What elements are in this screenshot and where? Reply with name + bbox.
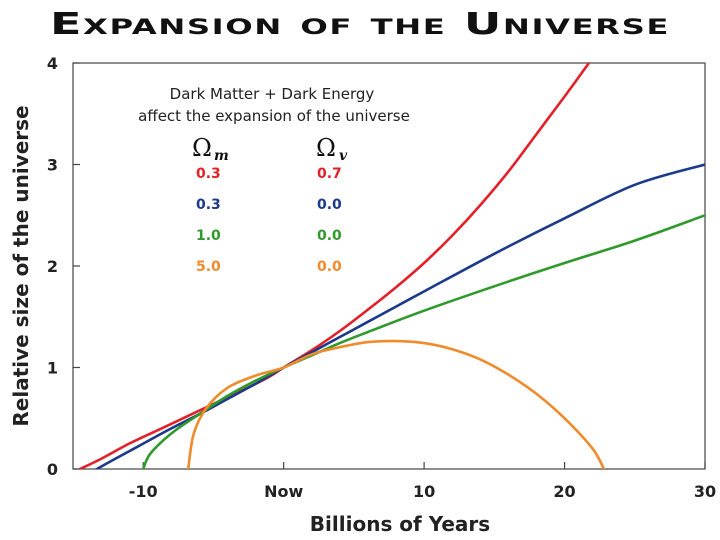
omega-v-value: 0.0 — [317, 197, 342, 213]
chart-title-text: Expansion of the Universe — [50, 7, 670, 42]
omega-v-value: 0.0 — [317, 228, 342, 244]
x-tick-label: 20 — [553, 482, 575, 501]
x-tick-label: 30 — [694, 482, 716, 501]
omega-m-value: 0.3 — [196, 197, 221, 213]
annotation-line-2: affect the expansion of the universe — [138, 107, 410, 125]
omega-table: 0.3 0.7 0.3 0.0 1.0 0.0 5.0 0.0 — [196, 166, 342, 275]
omega-m-symbol: Ω — [192, 134, 212, 162]
omega-m-header: Ω m — [192, 134, 229, 164]
y-axis-label: Relative size of the universe — [9, 105, 33, 426]
omega-m-value: 5.0 — [196, 259, 221, 275]
x-axis: -10 Now 10 20 30 — [129, 462, 716, 501]
y-tick-label: 0 — [47, 460, 58, 479]
omega-m-subscript: m — [214, 148, 229, 164]
y-axis: 0 1 2 3 4 — [47, 54, 80, 479]
y-tick-label: 4 — [47, 54, 58, 73]
x-tick-label: -10 — [129, 482, 158, 501]
chart-title: Expansion of the Universe — [50, 7, 670, 42]
omega-v-subscript: v — [339, 148, 348, 164]
omega-v-symbol: Ω — [316, 134, 336, 162]
y-tick-label: 3 — [47, 156, 58, 175]
omega-v-value: 0.7 — [317, 166, 342, 182]
y-tick-label: 2 — [47, 257, 58, 276]
series-line-0 — [78, 63, 591, 469]
x-tick-label: 10 — [413, 482, 435, 501]
x-tick-label: Now — [264, 482, 303, 501]
annotation-line-1: Dark Matter + Dark Energy — [170, 85, 375, 103]
series-group — [78, 63, 705, 469]
omega-v-value: 0.0 — [317, 259, 342, 275]
omega-m-value: 1.0 — [196, 228, 221, 244]
omega-v-header: Ω v — [316, 134, 348, 164]
series-line-3 — [186, 339, 606, 469]
series-line-1 — [95, 163, 705, 469]
x-axis-label: Billions of Years — [310, 512, 490, 536]
y-tick-label: 1 — [47, 359, 58, 378]
omega-m-value: 0.3 — [196, 166, 221, 182]
